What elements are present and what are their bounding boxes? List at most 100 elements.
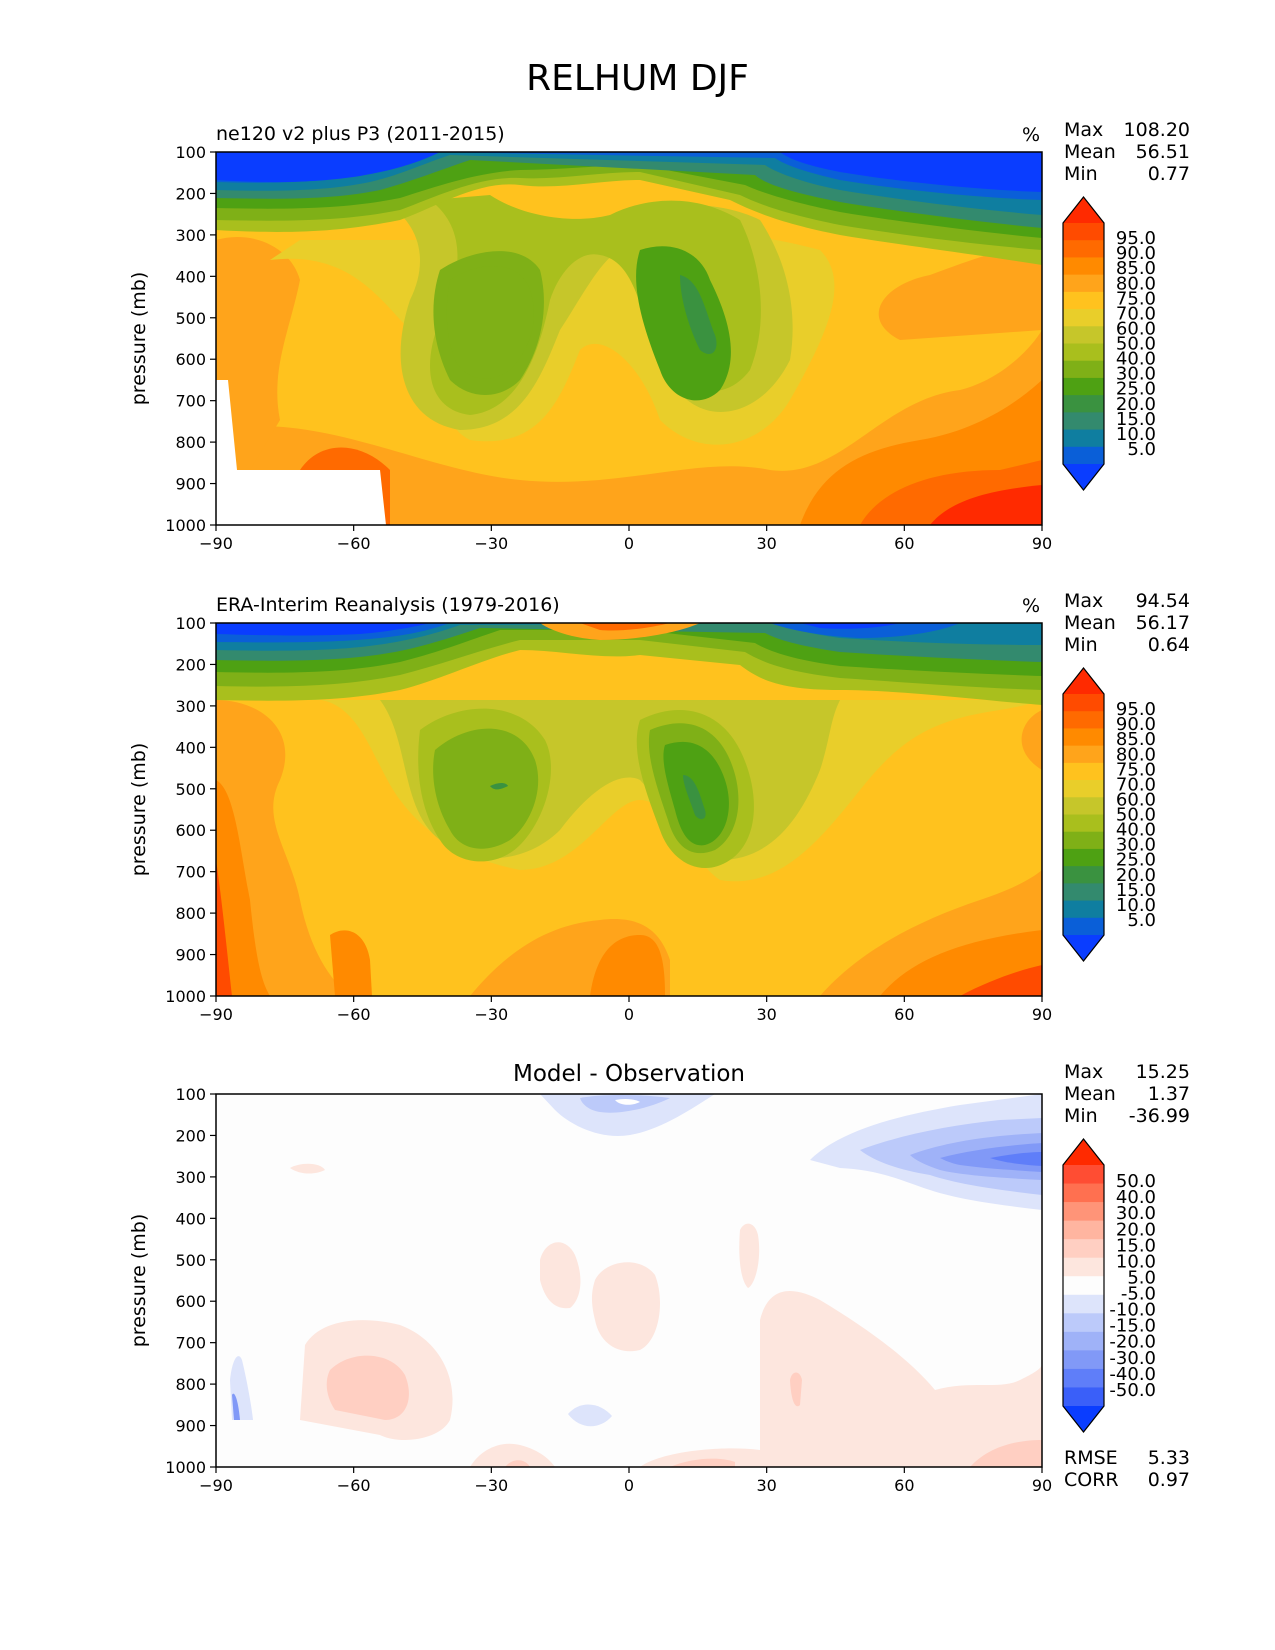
axes-difference: −90 −60 −30 0 30 60 90 100 200 300 400 500 600 700 800… [128,1085,1052,1495]
colorbar-extend-max [1063,1139,1104,1165]
colorbar-observation: 95.090.085.080.075.070.060.050.040.030.0… [1062,667,1156,962]
contour-band [670,1458,735,1467]
x-tick-label: 0 [624,1476,634,1495]
y-tick-label: 600 [175,1292,206,1311]
colorbar-extend-min [1063,935,1104,961]
colorbar-swatch [1063,1276,1104,1296]
units-label: % [1022,124,1040,146]
colorbar-swatch [1063,1368,1104,1388]
colorbar-swatch [1063,446,1104,465]
y-tick-label: 200 [175,184,206,203]
colorbar-swatch [1063,1313,1104,1333]
figure-title: RELHUM DJF [526,58,749,99]
stat-value-max: 108.20 [1124,119,1190,141]
colorbar-label: 50.0 [1116,1171,1156,1192]
stat-label-mean: Mean [1064,1083,1116,1105]
stats-block-observation: Max 94.54 Mean 56.17 Min 0.64 [1064,590,1190,656]
colorbar-swatch [1063,395,1104,413]
colorbar-swatch [1063,900,1104,919]
y-tick-label: 200 [175,655,206,674]
contour-band [1021,710,1042,770]
colorbar-swatch [1063,711,1104,729]
colorbar-swatch [1063,240,1104,258]
contour-band [790,1372,802,1407]
contour-band [446,266,534,379]
colorbar-swatch [1063,814,1104,833]
colorbar-swatch [1063,1165,1104,1185]
stat-label-rmse: RMSE [1064,1447,1118,1469]
stat-label-max: Max [1064,119,1103,141]
stat-label-mean: Mean [1064,612,1116,634]
colorbar-swatch [1063,343,1104,362]
colorbar-label: 50.0 [1116,805,1156,826]
colorbar-swatch [1063,866,1104,884]
colorbar-extend-min [1063,464,1104,490]
y-tick-label: 1000 [165,987,206,1006]
colorbar-swatch [1063,797,1104,815]
y-tick-label: 700 [175,863,206,882]
colorbar-label: 5.0 [1127,910,1156,931]
colorbar-swatch [1063,728,1104,747]
contour-band [232,1393,240,1420]
x-tick-label: −60 [337,1005,371,1024]
colorbar-label: 40.0 [1116,1187,1156,1208]
y-tick-label: 300 [175,1168,206,1187]
colorbar-label: 80.0 [1116,744,1156,765]
contour-band [290,1163,325,1174]
y-tick-label: 300 [175,697,206,716]
contour-band [540,1094,715,1136]
x-tick-label: −90 [199,1005,233,1024]
missing-data-region [216,380,386,525]
stat-value-min: 0.77 [1148,163,1190,185]
colorbar-swatch [1063,412,1104,431]
colorbar-extend-min [1063,1406,1104,1432]
contour-band [960,965,1042,996]
stat-value-min: 0.64 [1148,634,1190,656]
contour-band [878,240,1042,340]
colorbar-swatch [1063,1257,1104,1277]
colorbar-label: 90.0 [1116,243,1156,264]
colorbar-label: 20.0 [1116,394,1156,415]
colorbar-swatch [1063,1183,1104,1203]
stat-value-mean: 1.37 [1148,1083,1190,1105]
contour-band [591,1262,660,1352]
contour-band [590,935,665,996]
colorbar-label: 10.0 [1116,424,1156,445]
colorbar-swatch [1063,429,1104,448]
x-tick-label: 90 [1032,1476,1052,1495]
x-tick-label: −60 [337,1476,371,1495]
contour-field-observation [216,623,1042,996]
x-tick-label: 0 [624,534,634,553]
panel-observation: −90 −60 −30 0 30 60 90 100 200 300 400 500 600 700 800… [128,590,1190,1024]
colorbar-label: 5.0 [1127,439,1156,460]
colorbar-swatch [1063,377,1104,396]
stat-label-min: Min [1064,634,1098,656]
y-tick-label: 800 [175,433,206,452]
stat-value-corr: 0.97 [1148,1469,1190,1491]
x-tick-label: −30 [474,534,508,553]
colorbar-label: -10.0 [1109,1300,1156,1321]
colorbar-label: 40.0 [1116,820,1156,841]
colorbar-label: 30.0 [1116,835,1156,856]
colorbar-swatch [1063,257,1104,276]
colorbar-swatch [1063,745,1104,764]
y-tick-label: 600 [175,350,206,369]
stat-value-min: -36.99 [1129,1105,1190,1127]
stat-value-mean: 56.51 [1136,141,1190,163]
y-axis-label: pressure (mb) [128,743,150,877]
y-tick-label: 500 [175,1251,206,1270]
panel-title: Model - Observation [513,1061,745,1087]
panel-difference: −90 −60 −30 0 30 60 90 100 200 300 400 500 600 700 800… [128,1061,1190,1495]
x-tick-label: 60 [894,1476,914,1495]
colorbar-swatch [1063,1239,1104,1259]
y-tick-label: 1000 [165,1458,206,1477]
colorbar-label: 95.0 [1116,228,1156,249]
colorbar-swatch [1063,1220,1104,1240]
colorbar-swatch [1063,848,1104,867]
contour-band [505,1460,530,1467]
x-tick-label: 30 [756,1476,776,1495]
contour-band [216,780,270,996]
x-tick-label: 90 [1032,534,1052,553]
colorbar-label: 70.0 [1116,774,1156,795]
